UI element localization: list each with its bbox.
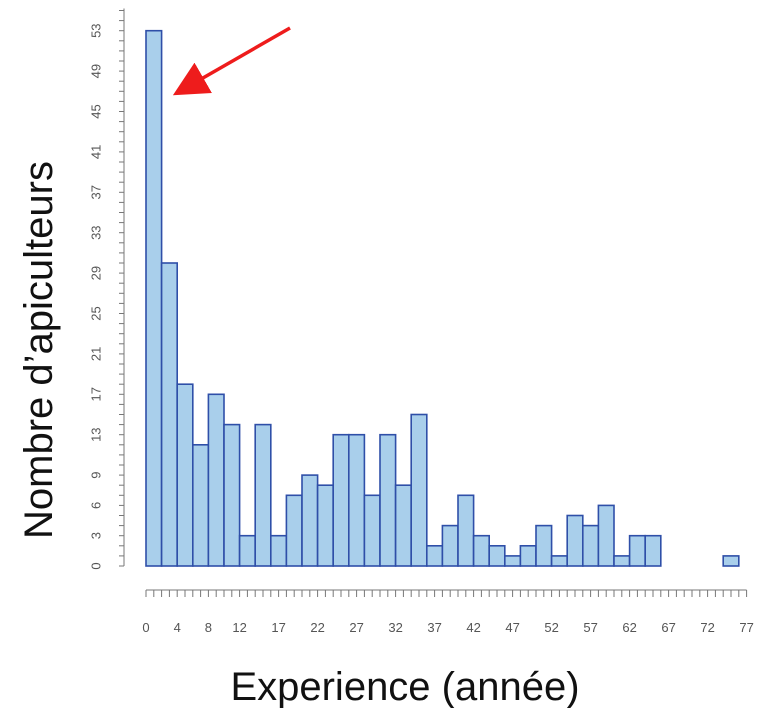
y-tick-label: 17 [89, 387, 104, 401]
histogram-bar [628, 534, 646, 567]
histogram-bar [425, 544, 444, 567]
x-tick-label: 4 [174, 620, 181, 635]
x-tick-label: 62 [622, 620, 636, 635]
y-tick-label: 9 [89, 471, 104, 478]
histogram-bar [207, 393, 225, 567]
histogram-bar [535, 524, 553, 567]
histogram-bar [613, 555, 631, 567]
y-tick-label: 49 [89, 64, 104, 78]
histogram-bar [581, 524, 600, 567]
x-tick-label: 47 [505, 620, 519, 635]
x-tick-label: 22 [310, 620, 324, 635]
x-tick-label: 37 [427, 620, 441, 635]
x-tick-label: 32 [388, 620, 402, 635]
histogram-bar [301, 474, 319, 567]
histogram-bar [285, 494, 303, 567]
histogram-bar [644, 534, 662, 567]
x-tick-label: 72 [700, 620, 714, 635]
bars [145, 29, 740, 567]
histogram-bar [550, 555, 568, 567]
y-tick-label: 6 [89, 502, 104, 509]
y-tick-label: 3 [89, 532, 104, 539]
x-tick-label: 67 [661, 620, 675, 635]
y-tick-label: 41 [89, 145, 104, 159]
annotation [172, 26, 291, 96]
histogram-bar [269, 534, 288, 567]
histogram-bar [441, 524, 459, 567]
histogram-bar [722, 555, 740, 567]
y-axis-title: Nombre d’apiculteurs [17, 161, 61, 539]
y-tick-label: 53 [89, 23, 104, 37]
y-axis: 0 3 6 9 13 17 21 25 29 33 37 41 45 49 53 [89, 8, 125, 570]
histogram-bar [472, 534, 491, 567]
annotation-arrow [172, 26, 291, 96]
x-tick-label: 77 [739, 620, 753, 635]
x-tick-label: 52 [544, 620, 558, 635]
histogram-bar [160, 262, 179, 567]
histogram-bar [394, 484, 413, 567]
histogram-bar [457, 494, 475, 567]
y-tick-label: 33 [89, 225, 104, 239]
y-tick-label: 37 [89, 185, 104, 199]
histogram-bar [410, 413, 428, 567]
x-tick-label: 42 [466, 620, 480, 635]
x-tick-label: 27 [349, 620, 363, 635]
y-tick-label: 21 [89, 347, 104, 361]
histogram-bar [379, 433, 397, 567]
histogram-bar [503, 555, 522, 567]
histogram-bar [488, 544, 506, 567]
x-tick-label: 12 [232, 620, 246, 635]
x-tick-label: 0 [142, 620, 149, 635]
x-axis: 0 4 8 12 17 22 27 32 37 42 47 52 57 62 67 72 77 [142, 589, 754, 635]
histogram-bar [519, 544, 537, 567]
histogram-bar [316, 484, 335, 567]
y-tick-label: 29 [89, 266, 104, 280]
histogram-bar [566, 514, 584, 567]
x-axis-title: Experience (année) [230, 665, 579, 708]
y-tick-label: 0 [89, 562, 104, 569]
histogram-bar [192, 443, 210, 567]
y-tick-label: 13 [89, 427, 104, 441]
y-tick-label: 25 [89, 306, 104, 320]
histogram-bar [597, 504, 615, 567]
y-tick-label: 45 [89, 104, 104, 118]
histogram-bar [223, 423, 241, 567]
histogram-bar [145, 29, 163, 567]
histogram-bar [347, 433, 366, 567]
histogram-bar [363, 494, 381, 567]
x-tick-label: 8 [205, 620, 212, 635]
histogram-bar [176, 383, 194, 567]
histogram-bar [254, 423, 272, 567]
x-tick-label: 57 [583, 620, 597, 635]
histogram-bar [238, 534, 257, 567]
x-tick-label: 17 [271, 620, 285, 635]
histogram-bar [332, 433, 350, 567]
